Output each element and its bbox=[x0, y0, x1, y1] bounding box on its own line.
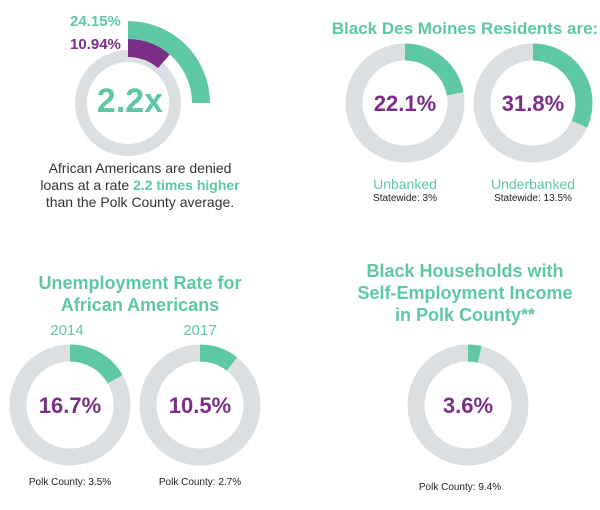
unbanked-label: Unbanked bbox=[373, 176, 437, 192]
underbanked-label: Underbanked bbox=[490, 176, 576, 192]
residents-heading: Black Des Moines Residents are: bbox=[331, 19, 599, 38]
unemployment-heading-line2: African Americans bbox=[60, 295, 220, 315]
self-employment-heading-line1: Black Households with bbox=[366, 261, 564, 281]
loan-high-arc bbox=[127, 21, 210, 104]
underbanked-value: 31.8% bbox=[501, 91, 565, 116]
unbanked-note: Statewide: 3% bbox=[373, 193, 437, 204]
year-2014-label: 2014 bbox=[50, 322, 84, 339]
loan-low-arc bbox=[127, 39, 170, 69]
underbanked-donut bbox=[473, 43, 593, 163]
unemployment-2014-value-arc bbox=[69, 344, 123, 384]
unbanked-value: 22.1% bbox=[373, 91, 437, 116]
unemployment-2014-value: 16.7% bbox=[38, 393, 102, 418]
unemployment-2017-value: 10.5% bbox=[168, 393, 232, 418]
loan-desc-line1: African Americans are denied bbox=[48, 160, 232, 176]
unemployment-2014-donut bbox=[9, 344, 131, 466]
loan-desc-line2: loans at a rate 2.2 times higher bbox=[40, 177, 240, 193]
self-employment-value-arc bbox=[467, 344, 482, 363]
underbanked-note: Statewide: 13.5% bbox=[494, 193, 572, 204]
self-employment-donut bbox=[407, 344, 529, 466]
loan-denial-radial-chart bbox=[75, 21, 210, 156]
unemployment-heading: Unemployment Rate for African Americans bbox=[0, 272, 280, 316]
loan-high-pct-label: 24.15% bbox=[70, 13, 121, 30]
year-2017-label: 2017 bbox=[183, 322, 217, 339]
self-employment-note: Polk County: 9.4% bbox=[418, 482, 502, 493]
loan-desc-line3: than the Polk County average. bbox=[45, 194, 235, 210]
unbanked-value-arc bbox=[404, 43, 464, 96]
loan-ratio-value: 2.2x bbox=[96, 82, 164, 120]
self-employment-heading-line2: Self-Employment Income bbox=[357, 283, 573, 303]
self-employment-heading: Black Households with Self-Employment In… bbox=[330, 260, 600, 326]
unbanked-donut bbox=[345, 43, 465, 163]
loan-description: African Americans are denied loans at a … bbox=[10, 160, 270, 211]
loan-low-pct-label: 10.94% bbox=[70, 36, 121, 53]
underbanked-value-arc bbox=[532, 43, 593, 128]
unemployment-2014-note: Polk County: 3.5% bbox=[28, 477, 112, 488]
self-employment-value: 3.6% bbox=[442, 393, 494, 418]
unemployment-2017-donut bbox=[139, 344, 261, 466]
loan-desc-highlight: 2.2 times higher bbox=[133, 177, 240, 193]
unemployment-2017-note: Polk County: 2.7% bbox=[158, 477, 242, 488]
unemployment-2017-value-arc bbox=[199, 344, 238, 371]
self-employment-heading-line3: in Polk County** bbox=[394, 305, 535, 325]
unemployment-heading-line1: Unemployment Rate for bbox=[38, 273, 242, 293]
